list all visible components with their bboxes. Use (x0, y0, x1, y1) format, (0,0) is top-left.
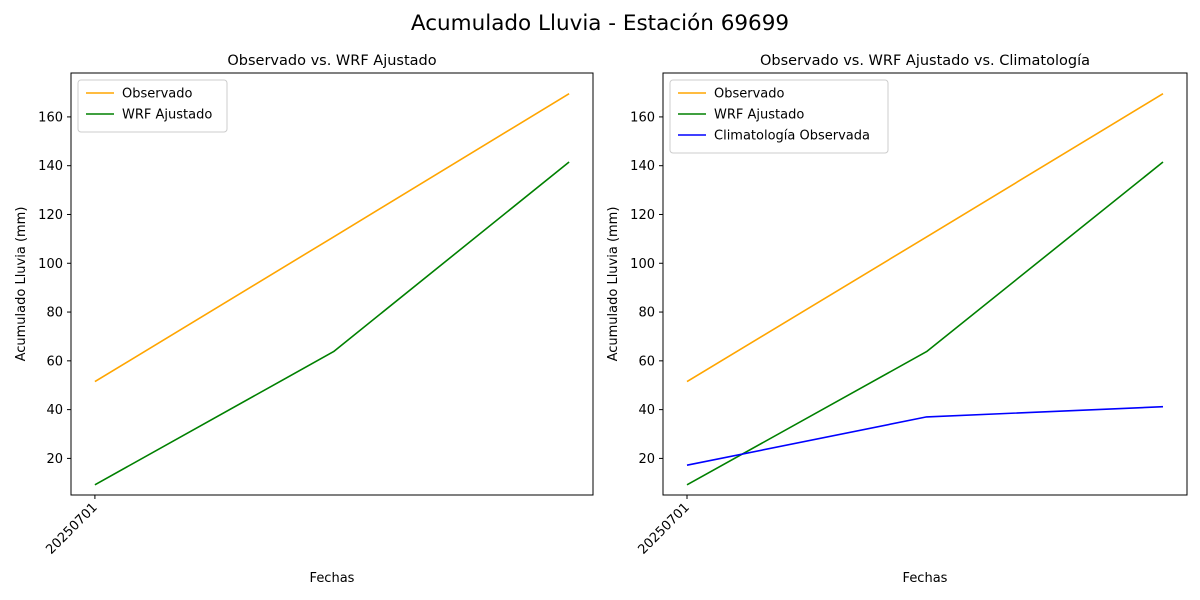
x-axis-label: Fechas (903, 571, 948, 586)
x-tick-label: 20250701 (43, 500, 100, 557)
y-tick-label: 60 (638, 354, 655, 369)
y-tick-label: 60 (46, 354, 63, 369)
legend-entry-3: Climatología Observada (714, 129, 870, 144)
chart-panel-observado-wrf-climatologia: Observado vs. WRF Ajustado vs. Climatolo… (606, 53, 1188, 586)
y-tick-label: 140 (630, 159, 655, 174)
figure-title: Acumulado Lluvia - Estación 69699 (411, 11, 789, 36)
legend: Observado WRF Ajustado Climatología Observ… (669, 79, 889, 154)
y-tick-label: 100 (38, 257, 63, 272)
chart-title: Observado vs. WRF Ajustado (227, 53, 436, 69)
y-tick-label: 20 (638, 452, 655, 467)
y-tick-label: 20 (46, 452, 63, 467)
legend-entry-1: Observado (714, 87, 785, 102)
series-line-1 (686, 93, 1164, 383)
series-line-2 (94, 161, 570, 486)
y-tick-label: 160 (38, 110, 63, 125)
axes-frame (662, 72, 1188, 496)
y-tick-label: 120 (630, 208, 655, 223)
y-tick-label: 40 (638, 403, 655, 418)
legend-entry-2: WRF Ajustado (714, 108, 804, 123)
y-tick-label: 160 (630, 110, 655, 125)
y-axis-label: Acumulado Lluvia (mm) (606, 207, 621, 362)
legend-entry-2: WRF Ajustado (122, 108, 212, 123)
axes-frame (70, 72, 594, 496)
chart-panel-observado-wrf: Observado vs. WRF Ajustado 20 40 60 80 100 120… (14, 53, 594, 586)
legend-box (77, 79, 228, 133)
series-line-2 (686, 161, 1164, 486)
y-tick-label: 80 (46, 306, 63, 321)
x-axis-label: Fechas (310, 571, 355, 586)
y-tick-label: 100 (630, 257, 655, 272)
y-tick-label: 80 (638, 306, 655, 321)
series-line-3 (686, 405, 1164, 466)
x-tick-label: 20250701 (635, 500, 692, 557)
legend-box (669, 79, 889, 154)
legend: Observado WRF Ajustado (77, 79, 228, 133)
y-tick-label: 120 (38, 208, 63, 223)
y-axis-label: Acumulado Lluvia (mm) (14, 207, 29, 362)
y-tick-label: 140 (38, 159, 63, 174)
series-line-1 (94, 93, 570, 383)
legend-entry-1: Observado (122, 87, 193, 102)
chart-title: Observado vs. WRF Ajustado vs. Climatolo… (760, 53, 1090, 69)
y-tick-label: 40 (46, 403, 63, 418)
